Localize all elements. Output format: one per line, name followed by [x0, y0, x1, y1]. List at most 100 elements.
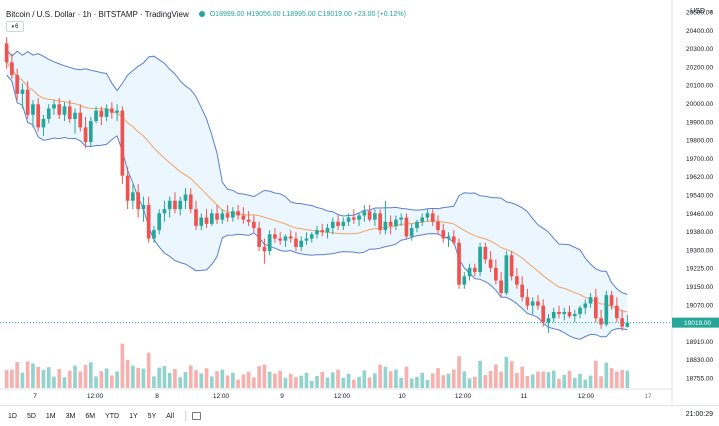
candle-body	[593, 297, 598, 319]
volume-bar	[320, 371, 325, 388]
candle-body	[273, 234, 277, 239]
candle-body	[178, 200, 183, 210]
volume-bar	[446, 373, 451, 388]
candle-body	[157, 213, 162, 231]
candle-body	[252, 221, 256, 229]
candle-body	[62, 106, 67, 115]
range-button-1y[interactable]: 1Y	[129, 412, 138, 420]
range-button-5y[interactable]: 5Y	[147, 412, 157, 420]
volume-bar	[257, 366, 261, 388]
candle-body	[488, 259, 493, 268]
candle-body	[104, 108, 109, 117]
volume-bar	[367, 377, 372, 388]
candle-body	[246, 219, 251, 222]
price-tick-label: 19700.00	[686, 156, 713, 163]
volume-bar	[315, 375, 319, 388]
time-tick-label: 17	[644, 393, 652, 400]
range-button-3m[interactable]: 3M	[65, 412, 76, 420]
currency-label[interactable]: USD	[690, 8, 705, 15]
candle-body	[204, 217, 209, 224]
price-tick-label: 20400.00	[686, 28, 713, 35]
candle-body	[36, 104, 41, 128]
ohlc-values: O18999.00 H19056.00 L18995.00 C19019.00 …	[209, 10, 406, 18]
volume-bar	[357, 376, 361, 388]
volume-bar	[557, 378, 561, 388]
volume-bar	[67, 370, 72, 388]
candle-body	[52, 104, 56, 109]
range-button-1d[interactable]: 1D	[8, 412, 17, 420]
volume-bar	[178, 377, 183, 388]
candle-body	[152, 230, 156, 239]
candle-body	[167, 200, 172, 210]
volume-bar	[120, 343, 125, 388]
candle-body	[515, 276, 519, 285]
indicator-toggle-button[interactable]: ▾ 6	[6, 21, 24, 32]
candle-body	[494, 267, 498, 281]
range-button-5d[interactable]: 5D	[26, 412, 36, 420]
volume-bar	[462, 371, 467, 388]
bollinger-band-fill	[6, 49, 628, 340]
chevron-down-icon[interactable]: ▾	[709, 9, 713, 16]
volume-bar	[346, 373, 351, 388]
volume-bar	[167, 373, 172, 388]
candle-body	[109, 108, 114, 113]
time-tick-label: 12:00	[213, 393, 230, 400]
volume-bar	[351, 379, 356, 388]
volume-bar	[520, 366, 525, 388]
time-tick-label: 12:00	[578, 393, 595, 400]
candle-body	[562, 311, 567, 315]
time-tick-label: 9	[280, 393, 284, 400]
candle-body	[399, 217, 404, 220]
volume-bar	[515, 373, 519, 388]
clock-time: 21:00:29	[685, 411, 713, 418]
volume-bar	[104, 368, 109, 388]
candle-body	[83, 127, 88, 143]
volume-bar	[530, 374, 535, 388]
range-button-all[interactable]: All	[166, 412, 175, 420]
candle-body	[57, 104, 62, 115]
volume-bar	[41, 370, 46, 388]
volume-bar	[583, 379, 588, 388]
range-button-ytd[interactable]: YTD	[105, 412, 120, 420]
price-chart[interactable]: 20500.00 20400.00 20300.00 20200.00 20100.00…	[0, 0, 719, 405]
price-axis	[672, 0, 719, 405]
volume-bar	[152, 376, 156, 388]
candle-body	[351, 217, 356, 220]
calendar-icon[interactable]	[192, 412, 202, 420]
candle-body	[315, 230, 319, 235]
candle-body	[578, 307, 582, 315]
volume-bar	[267, 371, 272, 388]
candle-body	[299, 240, 304, 247]
candle-body	[530, 301, 535, 306]
volume-bar	[425, 379, 430, 388]
volume-bar	[373, 373, 377, 388]
volume-bar	[99, 371, 104, 388]
candle-body	[451, 236, 456, 243]
candle-body	[341, 221, 346, 226]
volume-bar	[15, 362, 19, 388]
volume-bar	[299, 375, 304, 388]
volume-bar	[83, 365, 88, 388]
volume-bar	[625, 370, 630, 388]
volume-bar	[615, 371, 619, 388]
candle-body	[209, 213, 214, 224]
candle-body	[336, 221, 340, 226]
volume-bar	[252, 377, 256, 388]
volume-bar	[88, 362, 93, 388]
volume-bar	[325, 377, 330, 388]
range-button-1m[interactable]: 1M	[45, 412, 56, 420]
candle-body	[278, 238, 283, 241]
candle-body	[367, 211, 372, 220]
candle-body	[41, 118, 46, 128]
candle-body	[67, 106, 72, 119]
volume-bar	[220, 369, 225, 388]
volume-bar	[541, 371, 546, 388]
candle-body	[346, 217, 351, 222]
candle-body	[236, 211, 240, 216]
volume-bar	[62, 377, 67, 388]
candle-body	[4, 43, 9, 63]
session-clock[interactable]: 21:00:29	[686, 411, 713, 418]
volume-bar	[20, 372, 25, 388]
range-button-6m[interactable]: 6M	[85, 412, 96, 420]
